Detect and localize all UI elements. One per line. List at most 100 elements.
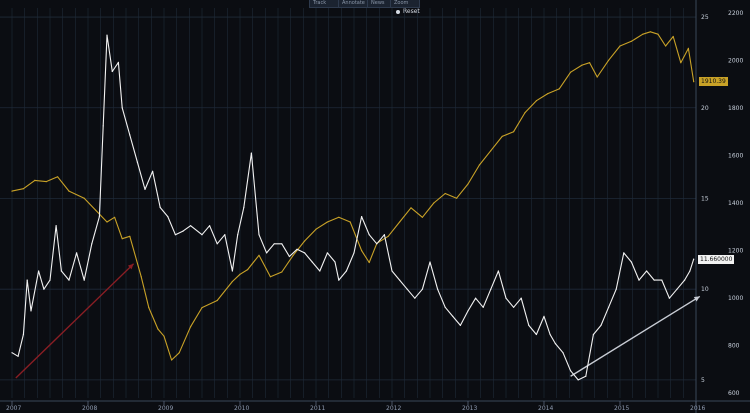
white-series-point: [376, 243, 378, 245]
white-series-point: [623, 252, 625, 254]
white-series-point: [22, 333, 24, 336]
white-series-point: [577, 379, 579, 381]
white-series-point: [136, 161, 138, 163]
white-series-point: [505, 297, 507, 299]
white-series-point: [258, 234, 260, 236]
white-series-point: [668, 297, 671, 299]
x-tick-label: 2010: [234, 405, 249, 412]
white-series-point: [570, 370, 572, 372]
gold-series-point: [570, 71, 572, 73]
gold-series-point: [22, 188, 24, 190]
white-series-point: [482, 306, 484, 308]
white-series-point: [549, 333, 551, 336]
white-series-point: [528, 324, 530, 326]
gold-series-point: [608, 59, 610, 61]
white-series-point: [91, 243, 93, 245]
white-series-point: [30, 310, 32, 312]
gold-series-point: [399, 221, 401, 223]
gold-series-point: [231, 280, 233, 283]
y-inner-tick-label: 2200: [728, 10, 743, 17]
white-series-point: [467, 310, 469, 312]
white-series-point: [414, 297, 416, 299]
white-series-point: [129, 134, 131, 136]
white-series-point: [288, 255, 290, 258]
white-series-point: [167, 216, 169, 218]
white-series-point: [391, 270, 393, 272]
gold-series-point: [178, 352, 180, 354]
white-series-point: [17, 355, 19, 357]
gold-series-point: [361, 250, 363, 252]
gold-series-point: [95, 209, 97, 211]
gold-series-point: [11, 190, 13, 192]
white-series-point: [11, 352, 13, 354]
white-series-point: [490, 288, 492, 290]
gold-series-point: [114, 216, 116, 218]
gold-series-point: [121, 238, 123, 240]
y-inner-tick-label: 1600: [728, 152, 743, 159]
gold-series-point: [106, 221, 108, 223]
white-series-point: [661, 279, 663, 281]
gold-series-point: [444, 192, 446, 195]
gold-series-point: [129, 235, 131, 237]
gold-series-point: [292, 254, 294, 256]
white-series-point: [444, 306, 446, 308]
gold-series-point: [239, 273, 241, 275]
white-series-point: [543, 315, 545, 317]
white-series-point: [49, 279, 51, 281]
white-series-point: [111, 70, 113, 73]
x-tick-label: 2014: [538, 405, 553, 412]
white-series-point: [159, 206, 161, 209]
white-series-point: [209, 225, 211, 227]
white-series-point: [615, 288, 617, 290]
gold-series-point: [433, 202, 435, 204]
white-series-point: [250, 152, 252, 154]
white-series-point: [26, 279, 28, 281]
white-series-point: [562, 352, 564, 354]
white-series-line: [11, 34, 695, 381]
gold-series-point: [34, 179, 36, 181]
x-tick-label: 2007: [6, 405, 21, 412]
white-series-point: [437, 288, 439, 290]
white-series-point: [237, 234, 239, 236]
gold-series-point: [326, 221, 328, 223]
gold-series-point: [140, 276, 142, 278]
white-series-point: [55, 225, 57, 227]
white-series-point: [231, 270, 233, 272]
white-series-point: [43, 288, 45, 290]
white-series-point: [273, 243, 275, 245]
reset-button[interactable]: Reset: [394, 7, 422, 16]
gold-series-point: [304, 240, 306, 242]
gold-series-point: [501, 135, 503, 137]
gold-series-line: [11, 31, 695, 361]
gold-series-point: [163, 335, 165, 337]
gold-series-point: [547, 93, 549, 95]
gold-series-point: [478, 164, 480, 166]
gold-series-point: [201, 307, 203, 309]
gold-series-point: [410, 207, 412, 209]
white-series-point: [383, 234, 385, 236]
white-series-point: [554, 343, 557, 345]
toolbar-zoom-button[interactable]: Zoom: [390, 0, 420, 8]
gold-series-point: [45, 181, 47, 183]
gold-last-value-label: 1910.39: [699, 77, 728, 87]
white-series-point: [600, 324, 602, 326]
white-series-point: [68, 279, 70, 281]
white-series-point: [689, 270, 691, 272]
gold-series-point: [657, 33, 659, 35]
gold-series-point: [619, 45, 621, 47]
x-tick-label: 2011: [310, 405, 325, 412]
white-series-point: [174, 234, 176, 236]
white-series-point: [684, 279, 686, 281]
white-series-point: [281, 243, 283, 245]
white-series-point: [76, 252, 78, 254]
gold-series-point: [157, 328, 159, 330]
reset-icon: [396, 9, 400, 14]
gold-series-point: [672, 35, 674, 38]
gold-series-point: [315, 228, 317, 230]
gold-series-point: [535, 100, 538, 102]
white-series-point: [406, 288, 408, 290]
gold-series-point: [57, 176, 59, 178]
white-series-point: [60, 270, 63, 272]
